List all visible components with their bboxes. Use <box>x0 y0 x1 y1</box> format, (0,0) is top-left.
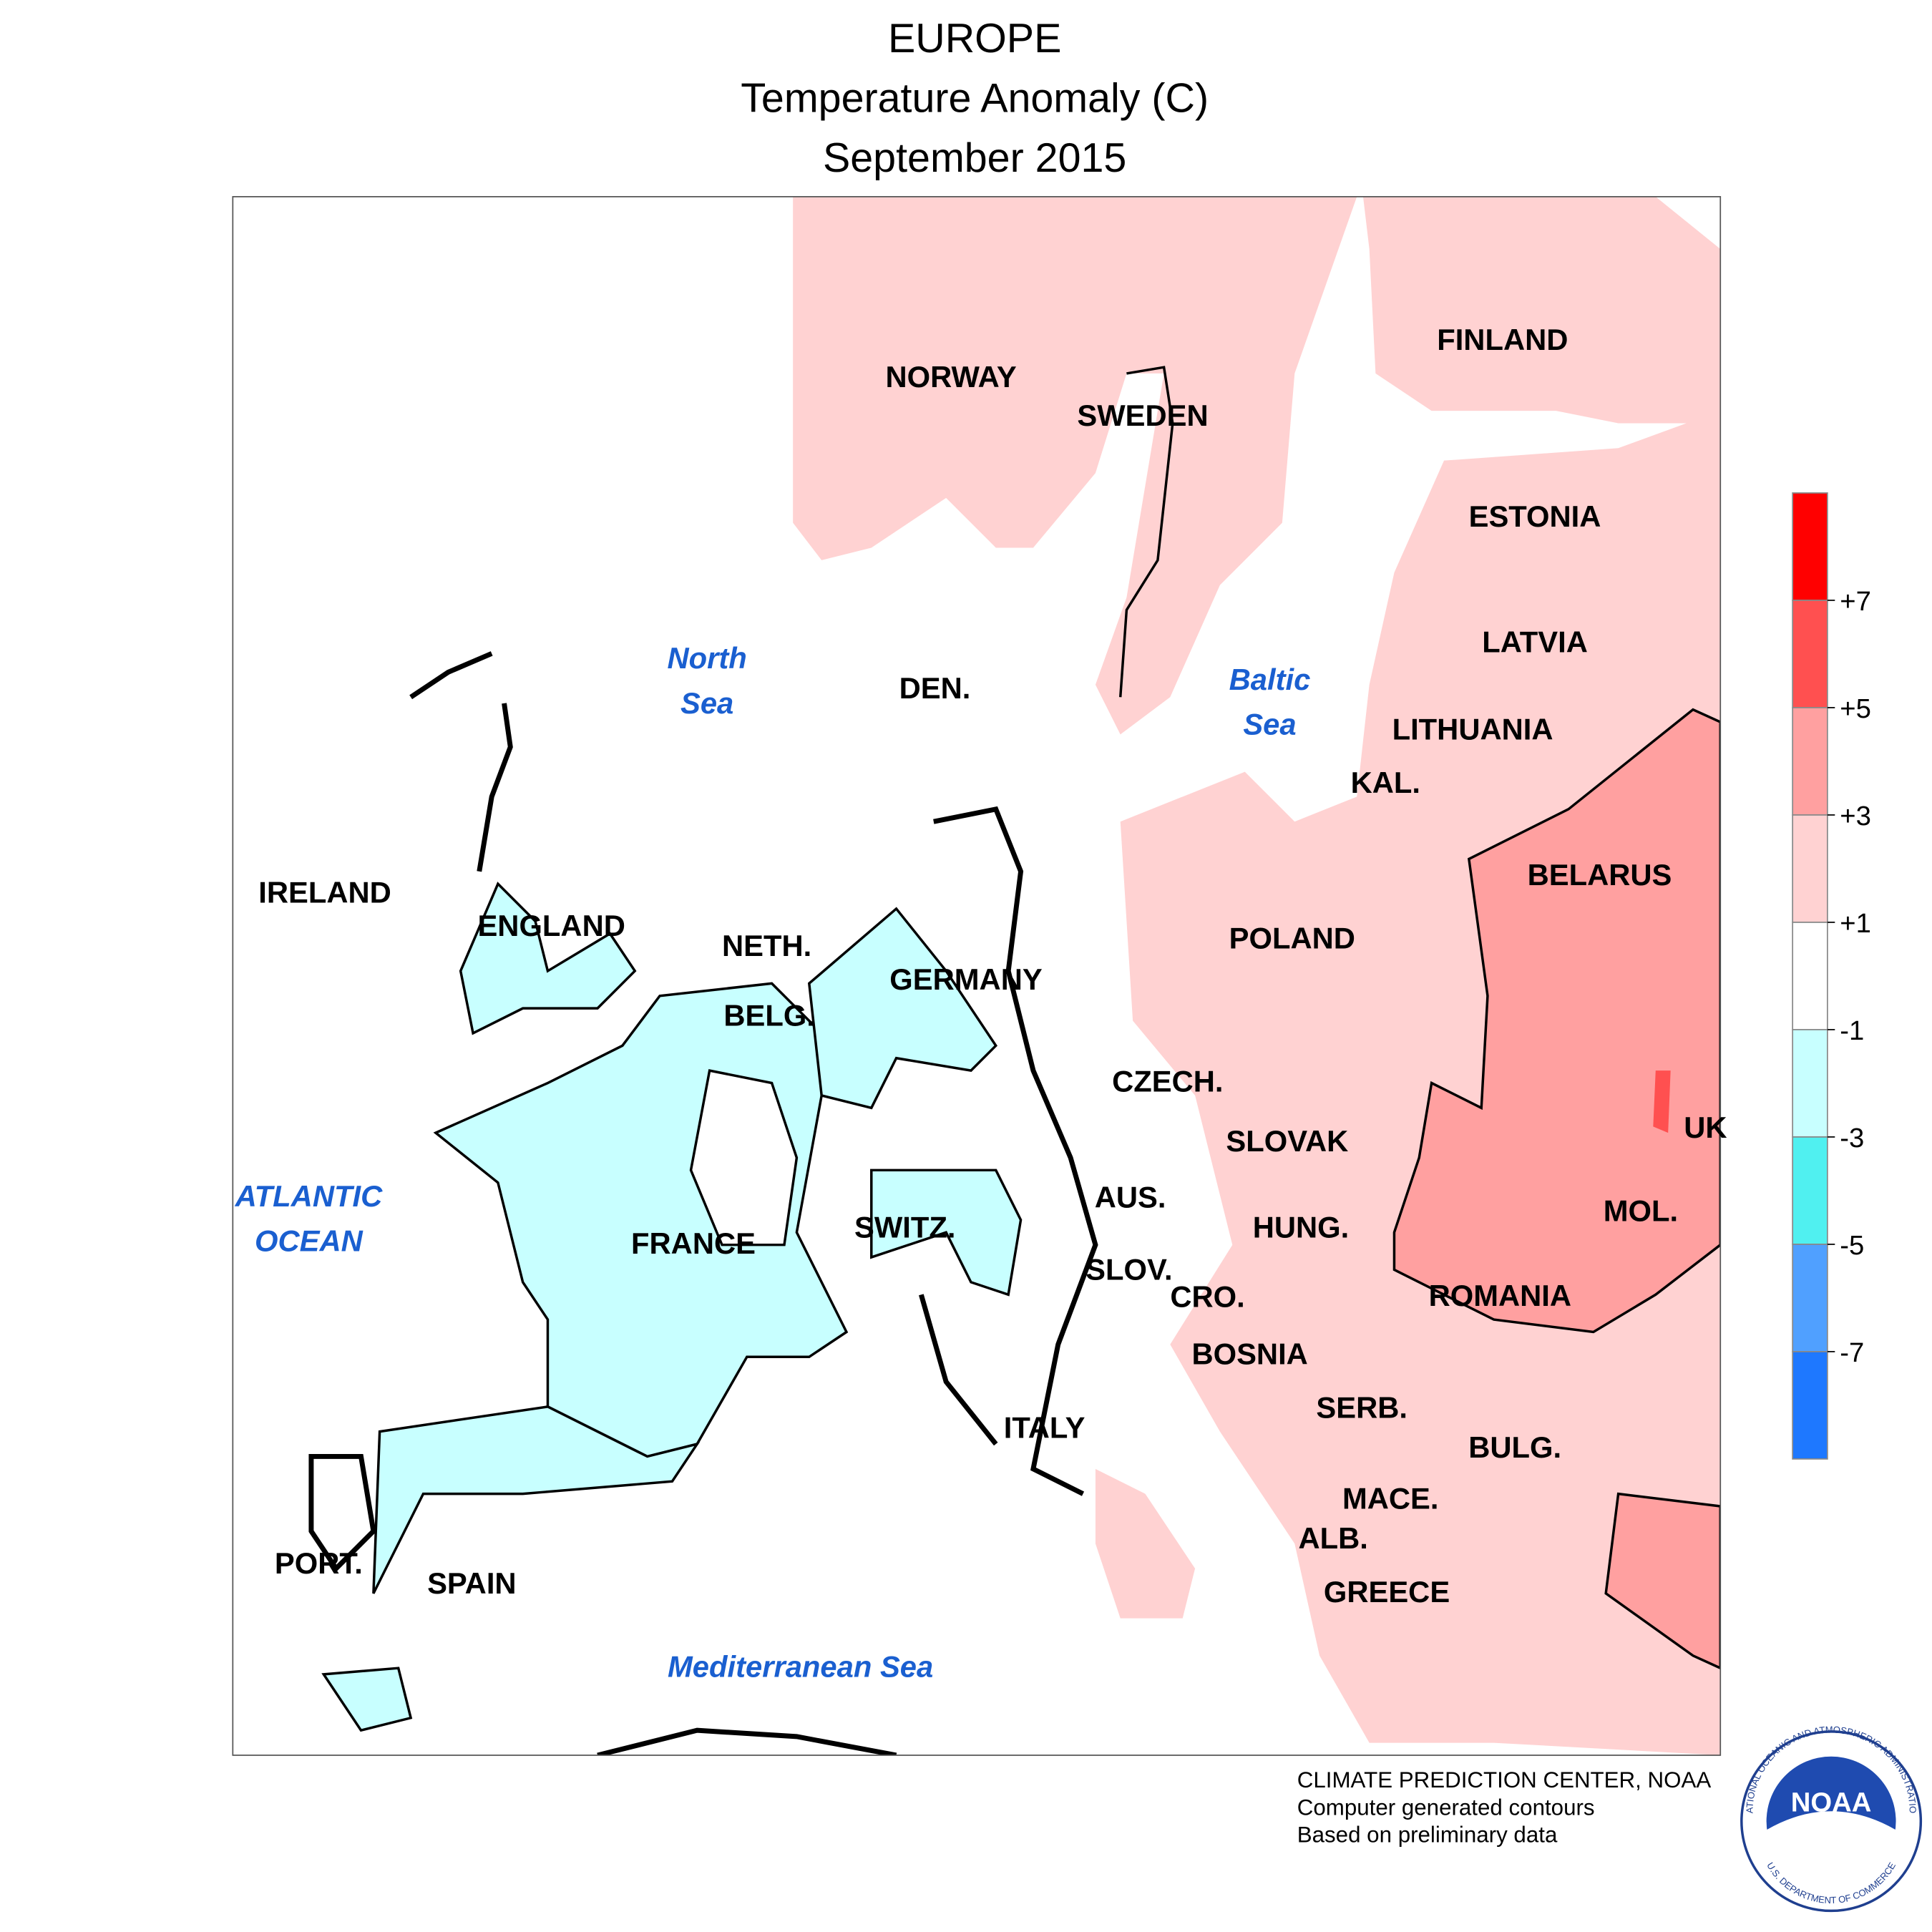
country-label: ROMANIA <box>1429 1279 1571 1312</box>
title-block: EUROPE Temperature Anomaly (C) September 2… <box>741 16 1209 181</box>
country-label: POLAND <box>1229 922 1355 955</box>
colorbar: +7 +5 +3 +1 -1 -3 -5 -7 <box>1792 492 1871 1460</box>
colorbar-tick-label: +3 <box>1840 801 1871 831</box>
sea-label: OCEAN <box>255 1224 364 1257</box>
country-label: ALB. <box>1299 1521 1368 1555</box>
country-label: LATVIA <box>1482 625 1588 659</box>
anomaly-region <box>807 907 997 1110</box>
anomaly-region <box>793 196 1357 735</box>
country-label: PORT. <box>275 1546 363 1580</box>
country-label: GREECE <box>1324 1575 1450 1609</box>
country-label: CRO. <box>1170 1280 1244 1314</box>
anomaly-region <box>1095 1468 1196 1619</box>
country-label: MOL. <box>1604 1194 1678 1228</box>
title-line: September 2015 <box>823 135 1126 181</box>
colorbar-tick-label: -3 <box>1840 1123 1864 1153</box>
sea-label: Sea <box>1243 707 1296 741</box>
colorbar-tick-label: +1 <box>1840 908 1871 939</box>
country-label: SWITZ. <box>854 1210 955 1244</box>
country-label: ESTONIA <box>1469 499 1601 533</box>
colorbar-bin <box>1792 1244 1828 1352</box>
colorbar-bin <box>1792 1136 1828 1245</box>
sea-label: Mediterranean Sea <box>668 1649 933 1683</box>
country-label: BELARUS <box>1528 858 1672 892</box>
contour <box>308 1453 376 1573</box>
country-label: KAL. <box>1351 766 1420 799</box>
sea-label: Sea <box>680 686 733 720</box>
country-label: AUS. <box>1095 1180 1166 1214</box>
logo-gull <box>1766 1811 1896 1901</box>
country-label: UK <box>1684 1111 1727 1144</box>
colorbar-bin <box>1792 1351 1828 1460</box>
country-label: HUNG. <box>1253 1210 1350 1244</box>
anomaly-region <box>459 882 637 1035</box>
country-label: CZECH. <box>1112 1065 1223 1098</box>
contour <box>409 651 493 700</box>
contour <box>477 703 513 872</box>
colorbar-bin <box>1792 814 1828 923</box>
sea-label: ATLANTIC <box>235 1179 383 1213</box>
country-label: BOSNIA <box>1191 1337 1307 1371</box>
colorbar-bin <box>1792 707 1828 816</box>
title-line: EUROPE <box>888 16 1061 62</box>
country-label: FINLAND <box>1437 323 1568 356</box>
country-label: SLOV. <box>1085 1252 1172 1286</box>
country-label: MACE. <box>1342 1482 1439 1516</box>
colorbar-bin <box>1792 1029 1828 1138</box>
contour <box>597 1727 897 1755</box>
footer-line: Based on preliminary data <box>1297 1823 1558 1848</box>
colorbar-tick-label: -5 <box>1840 1230 1864 1261</box>
colorbar-bin <box>1792 922 1828 1030</box>
anomaly-region <box>870 1169 1023 1297</box>
anomaly-fields <box>308 196 1721 1755</box>
contour <box>933 806 1098 1496</box>
contour <box>919 1294 998 1446</box>
country-label: LITHUANIA <box>1392 712 1553 746</box>
labels: NORWAY SWEDEN FINLAND ESTONIA LATVIA LITHUANI… <box>235 323 1727 1684</box>
colorbar-tick-label: +7 <box>1840 586 1871 617</box>
anomaly-region <box>1362 196 1721 424</box>
country-label: FRANCE <box>631 1226 756 1260</box>
country-label: GERMANY <box>889 962 1043 996</box>
footer: CLIMATE PREDICTION CENTER, NOAA Computer … <box>1297 1767 1712 1848</box>
country-label: ENGLAND <box>477 909 625 942</box>
country-label: SPAIN <box>427 1566 517 1600</box>
country-label: BELG. <box>723 999 815 1033</box>
country-label: SWEDEN <box>1077 399 1208 432</box>
country-label: NORWAY <box>885 360 1016 394</box>
country-label: NETH. <box>722 929 811 962</box>
country-label: ITALY <box>1004 1410 1085 1444</box>
footer-line: Computer generated contours <box>1297 1795 1595 1820</box>
anomaly-region <box>1604 1492 1721 1670</box>
anomaly-region <box>1120 411 1721 1755</box>
logo-text: NOAA <box>1791 1787 1872 1818</box>
sea-label: North <box>667 641 746 675</box>
colorbar-bin <box>1792 600 1828 708</box>
country-label: BULG. <box>1468 1430 1561 1464</box>
anomaly-region <box>1392 708 1721 1334</box>
anomaly-region <box>1653 1070 1671 1133</box>
map-frame <box>232 196 1722 1756</box>
colorbar-tick-label: +5 <box>1840 693 1871 724</box>
country-label: SLOVAK <box>1226 1124 1348 1158</box>
country-label: IRELAND <box>258 875 391 909</box>
country-label: SERB. <box>1316 1391 1407 1425</box>
footer-line: CLIMATE PREDICTION CENTER, NOAA <box>1297 1767 1712 1792</box>
title-line: Temperature Anomaly (C) <box>741 76 1209 122</box>
country-label: DEN. <box>899 671 971 705</box>
anomaly-region <box>689 1069 799 1246</box>
colorbar-tick-label: -1 <box>1840 1015 1864 1046</box>
sea-label: Baltic <box>1229 663 1311 696</box>
anomaly-region <box>372 1405 701 1594</box>
colorbar-tick-label: -7 <box>1840 1337 1864 1368</box>
contour <box>1118 366 1174 698</box>
anomaly-region <box>321 1667 413 1732</box>
colorbar-bin <box>1792 492 1828 601</box>
